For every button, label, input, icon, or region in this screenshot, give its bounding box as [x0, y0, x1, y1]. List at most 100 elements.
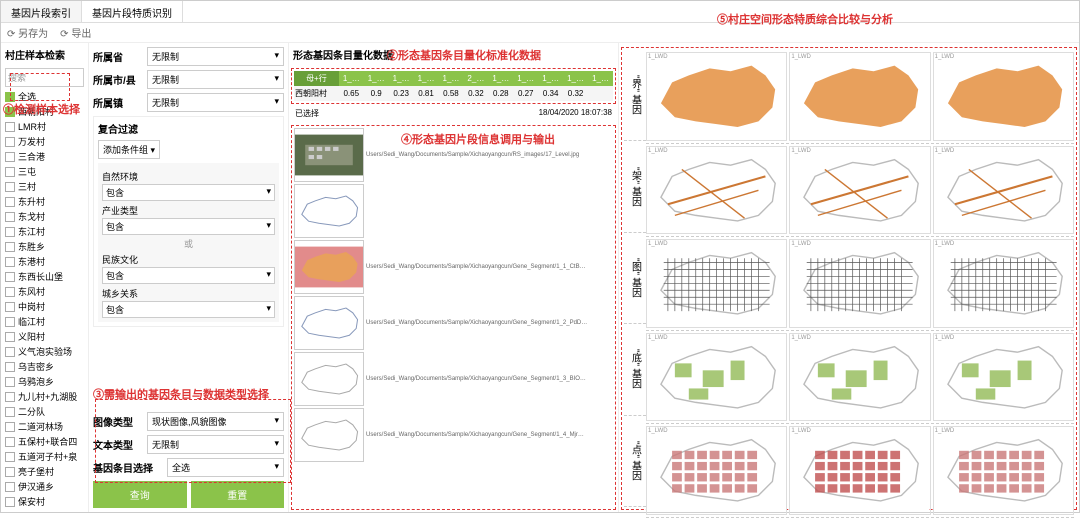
filter-include-select[interactable]: 包含 [102, 218, 275, 235]
village-item[interactable]: 三合港 [1, 149, 88, 164]
checkbox-icon [5, 422, 15, 432]
export-button[interactable]: 导出 [60, 25, 91, 40]
checkbox-icon [5, 167, 15, 177]
gene-cell[interactable]: 1_LWD [646, 52, 787, 141]
toolbar: 另存为 导出 [1, 23, 1079, 43]
village-item[interactable]: 义阳村 [1, 329, 88, 344]
fragment-path: Users/Sedi_Wang/Documents/Sample/Xichaoy… [366, 432, 613, 438]
fragment-thumb[interactable] [294, 352, 364, 406]
gene-cell[interactable]: 1_LWD [933, 426, 1074, 515]
village-item[interactable]: 三屯 [1, 164, 88, 179]
village-item[interactable]: 五道河子村+泉 [1, 449, 88, 464]
gene-cell[interactable]: 1_LWD [933, 52, 1074, 141]
village-item[interactable]: 东风村 [1, 284, 88, 299]
data-table-title: 形态基因条目量化数据 [289, 43, 618, 66]
village-item[interactable]: 东西长山堡 [1, 269, 88, 284]
county-label: 所属市/县 [93, 72, 143, 87]
fragment-row: Users/Sedi_Wang/Documents/Sample/Xichaoy… [294, 128, 613, 182]
gene-cell[interactable]: 1_LWD [789, 146, 930, 235]
tab-bar: 基因片段索引 基因片段特质识别 [1, 1, 1079, 23]
village-item[interactable]: 西朝阳村 [1, 104, 88, 119]
tab-gene-trait[interactable]: 基因片段特质识别 [82, 1, 183, 22]
village-item[interactable]: 东戈村 [1, 209, 88, 224]
checkbox-icon [5, 452, 15, 462]
tab-gene-index[interactable]: 基因片段索引 [1, 1, 82, 22]
village-item[interactable]: 东江村 [1, 224, 88, 239]
village-item[interactable]: 九儿村+九湖股 [1, 389, 88, 404]
gene-matrix: "界" 基因"架" 基因"图" 基因"底" 基因"点" 基因 1_LWD1_LW… [621, 47, 1077, 510]
fragment-thumb[interactable] [294, 184, 364, 238]
village-item[interactable]: 乌鸦泡乡 [1, 374, 88, 389]
village-item[interactable]: 保安村 [1, 494, 88, 509]
image-type-label: 图像类型 [93, 414, 143, 429]
image-type-select[interactable]: 现状图像,风貌图像 [147, 412, 284, 431]
gene-cell[interactable]: 1_LWD [933, 333, 1074, 422]
fragment-thumb[interactable] [294, 240, 364, 294]
village-item[interactable]: 五保村+联合四 [1, 434, 88, 449]
text-type-select[interactable]: 无限制 [147, 435, 284, 454]
gene-cell[interactable]: 1_LWD [646, 239, 787, 328]
filter-category-label: 自然环境 [102, 170, 275, 183]
checkbox-icon [5, 512, 15, 513]
village-item[interactable]: 东港村 [1, 254, 88, 269]
fragments-area: Users/Sedi_Wang/Documents/Sample/Xichaoy… [291, 125, 616, 510]
gene-cell[interactable]: 1_LWD [789, 426, 930, 515]
village-search-input[interactable]: 搜索 [5, 68, 84, 87]
fragment-thumb[interactable] [294, 408, 364, 462]
village-item[interactable]: 倒鹿子村 [1, 509, 88, 512]
village-item[interactable]: 二分队 [1, 404, 88, 419]
filter-include-select[interactable]: 包含 [102, 267, 275, 284]
data-panel: 形态基因条目量化数据 母+行1_…1_…1_…1_…1_…2_…1_…1_…1_… [289, 43, 619, 512]
village-item[interactable]: 临江村 [1, 314, 88, 329]
village-item[interactable]: 东胜乡 [1, 239, 88, 254]
town-select[interactable]: 无限制 [147, 93, 284, 112]
add-condition-button[interactable]: 添加条件组 ▾ [98, 140, 160, 159]
fragment-row: Users/Sedi_Wang/Documents/Sample/Xichaoy… [294, 240, 613, 294]
village-item[interactable]: LMR村 [1, 119, 88, 134]
fragment-thumb[interactable] [294, 128, 364, 182]
gene-row-label: "底" 基因 [624, 324, 646, 415]
save-as-button[interactable]: 另存为 [7, 25, 48, 40]
checkbox-icon [5, 467, 15, 477]
village-item[interactable]: 三村 [1, 179, 88, 194]
checkbox-icon [5, 257, 15, 267]
village-item[interactable]: 亮子堡村 [1, 464, 88, 479]
checkbox-icon [5, 482, 15, 492]
filter-include-select[interactable]: 包含 [102, 301, 275, 318]
filter-include-select[interactable]: 包含 [102, 184, 275, 201]
gene-select[interactable]: 全选 [167, 458, 284, 477]
village-item[interactable]: 伊汉通乡 [1, 479, 88, 494]
gene-cell[interactable]: 1_LWD [789, 239, 930, 328]
checkbox-icon [5, 392, 15, 402]
gene-select-label: 基因条目选择 [93, 460, 163, 475]
village-item[interactable]: 二道河林场 [1, 419, 88, 434]
village-item[interactable]: 东升村 [1, 194, 88, 209]
checkbox-icon [5, 272, 15, 282]
village-list: 全选西朝阳村LMR村万发村三合港三屯三村东升村东戈村东江村东胜乡东港村东西长山堡… [1, 89, 88, 512]
gene-cell[interactable]: 1_LWD [933, 146, 1074, 235]
village-item[interactable]: 中岗村 [1, 299, 88, 314]
checkbox-icon [5, 197, 15, 207]
gene-cell[interactable]: 1_LWD [646, 426, 787, 515]
gene-cell[interactable]: 1_LWD [789, 52, 930, 141]
town-label: 所属镇 [93, 95, 143, 110]
county-select[interactable]: 无限制 [147, 70, 284, 89]
query-button[interactable]: 查询 [93, 481, 187, 508]
village-item[interactable]: 全选 [1, 89, 88, 104]
checkbox-icon [5, 137, 15, 147]
village-item[interactable]: 乌吉密乡 [1, 359, 88, 374]
gene-cell[interactable]: 1_LWD [789, 333, 930, 422]
fragment-path: Users/Sedi_Wang/Documents/Sample/Xichaoy… [366, 152, 613, 158]
checkbox-icon [5, 92, 15, 102]
checkbox-icon [5, 152, 15, 162]
gene-cell[interactable]: 1_LWD [933, 239, 1074, 328]
gene-cell[interactable]: 1_LWD [646, 333, 787, 422]
gene-row-label: "界" 基因 [624, 50, 646, 141]
gene-cell[interactable]: 1_LWD [646, 146, 787, 235]
fragment-thumb[interactable] [294, 296, 364, 350]
village-item[interactable]: 万发村 [1, 134, 88, 149]
village-item[interactable]: 义气泡实验场 [1, 344, 88, 359]
gene-row-label: "点" 基因 [624, 416, 646, 507]
province-select[interactable]: 无限制 [147, 47, 284, 66]
reset-button[interactable]: 重置 [191, 481, 285, 508]
